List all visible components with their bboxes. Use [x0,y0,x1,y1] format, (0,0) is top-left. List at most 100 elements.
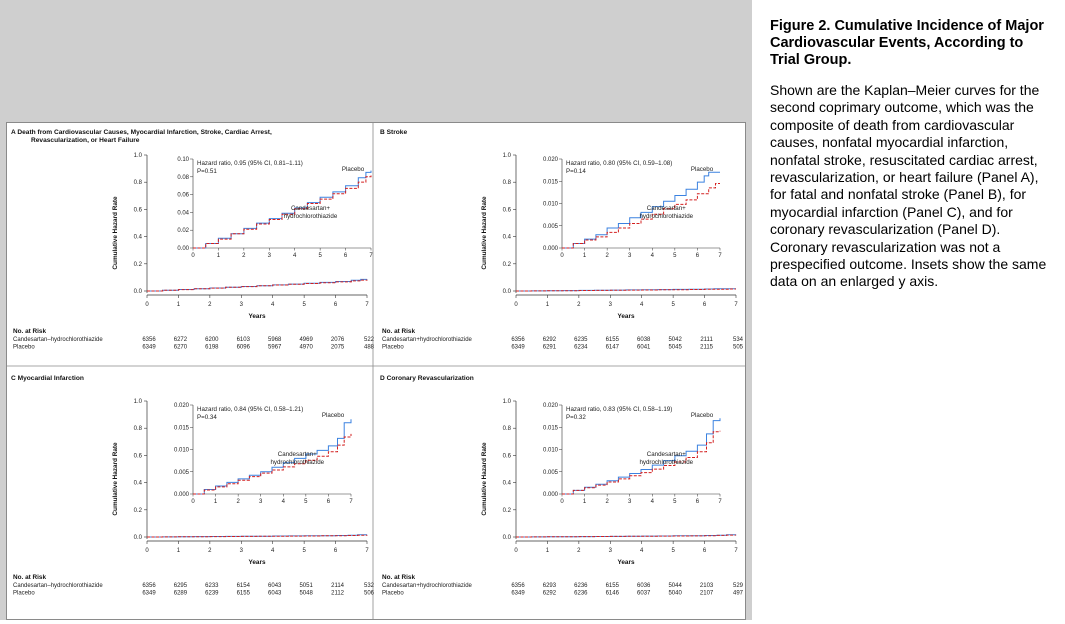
panel-B-xtick-label: 7 [734,302,738,308]
panel-D-risk-value: 6146 [606,591,620,597]
panel-B-ytick-label: 0.8 [503,180,512,186]
panel-A-inset-curve-placebo [193,170,372,249]
panel-D-inset-xtick-label: 5 [673,499,677,505]
panel-A-x-axis-label: Years [248,313,266,320]
panel-D-risk-value: 2107 [700,591,714,597]
panel-D-xtick-label: 7 [734,548,738,554]
panel-A-inset-ytick-label: 0.02 [177,228,189,234]
panel-B-risk-value: 534 [733,337,744,343]
panel-C-inset-ytick-label: 0.015 [174,425,190,431]
panel-C-inset-xtick-label: 4 [282,499,286,505]
panel-C-risk-row-label: Placebo [13,591,35,597]
panel-A-p-value: P=0.51 [197,168,217,175]
panel-D-x-axis-label: Years [617,559,635,566]
panel-D-inset-ytick-label: 0.015 [543,425,559,431]
panel-C-xtick-label: 3 [240,548,244,554]
panel-C-title-line1: Myocardial Infarction [18,375,84,382]
panel-B-main-curve-candesartan [516,288,736,292]
panel-B-inset-ytick-label: 0.000 [543,246,559,252]
panel-D-risk-value: 5044 [668,583,682,589]
panel-B-ytick-label: 0.4 [503,235,512,241]
panel-A-inset-curve-candesartan [193,175,372,249]
panel-D-inset-xtick-label: 1 [583,499,587,505]
panel-B-placebo-label: Placebo [691,166,714,173]
panel-C-xtick-label: 5 [302,548,306,554]
panel-C-xtick-label: 2 [208,548,212,554]
panel-C-risk-value: 6155 [237,591,251,597]
figure-background: A Death from Cardiovascular Causes, Myoc… [0,0,752,620]
panel-D-risk-header: No. at Risk [382,574,415,581]
panel-D-ytick-label: 0.2 [503,508,512,514]
panel-C-inset-xtick-label: 6 [327,499,331,505]
panel-C: C Myocardial Infarction 0.0 0.2 0.4 0.6 0.8 1.… [11,375,375,597]
panel-D-risk-row-label: Placebo [382,591,404,597]
panel-D-risk-value: 497 [733,591,744,597]
panel-C-risk-value: 6349 [142,591,156,597]
panel-B-inset-xtick-label: 4 [651,253,655,259]
panel-B-risk-value: 6356 [511,337,525,343]
panel-B-inset-xtick-label: 5 [673,253,677,259]
panel-A-risk-value: 6103 [237,337,251,343]
panel-C-ytick-label: 1.0 [134,399,143,405]
panel-A-y-axis-label: Cumulative Hazard Rate [112,196,119,270]
panel-C-risk-value: 6043 [268,583,282,589]
panel-C-xtick-label: 0 [145,548,149,554]
panel-C-risk-value: 6233 [205,583,219,589]
panel-C-candesartan-label-1: Candesartan+ [278,451,317,458]
panel-C-title: C Myocardial Infarction [11,375,84,382]
panel-B-risk-value: 2115 [700,345,714,351]
panel-A-risk-value: 5968 [268,337,282,343]
panel-B-inset-xtick-label: 1 [583,253,587,259]
panel-D-inset-curve-candesartan [562,430,721,495]
panel-A-candesartan-label-1: Candesartan+ [291,205,330,212]
panel-A-inset-ytick-label: 0.10 [177,157,189,163]
panel-A-inset-xtick-label: 5 [318,253,322,259]
panel-A-xtick-label: 6 [334,302,338,308]
panel-C-inset-xtick-label: 7 [349,499,353,505]
panel-D-xtick-label: 3 [609,548,613,554]
panel-A-ytick-label: 0.0 [134,289,143,295]
panel-D-inset-ytick-label: 0.020 [543,403,559,409]
panel-A-inset-xtick-label: 1 [217,253,221,259]
panel-A-placebo-label: Placebo [342,166,365,173]
panel-D-ytick-label: 0.0 [503,535,512,541]
panel-C-risk-header: No. at Risk [13,574,46,581]
panel-B-inset-curve-candesartan [562,183,720,249]
panel-D-inset-xtick-label: 7 [718,499,722,505]
panel-A-risk-value: 522 [364,337,375,343]
panel-C-ytick-label: 0.2 [134,508,143,514]
panel-C-risk-value: 6295 [174,583,188,589]
panel-C-inset-xtick-label: 0 [191,499,195,505]
panel-B-inset-xtick-label: 7 [718,253,722,259]
panel-D-xtick-label: 5 [671,548,675,554]
panel-C-candesartan-label-2: hydrochlorothiazide [270,459,324,466]
panel-C-inset-xtick-label: 2 [236,499,240,505]
panel-A-xtick-label: 2 [208,302,212,308]
panel-A-title: A Death from Cardiovascular Causes, Myoc… [11,129,272,136]
panel-A-risk-value: 6200 [205,337,219,343]
panel-B-xtick-label: 3 [609,302,613,308]
panel-D-inset-xtick-label: 4 [651,499,655,505]
panel-B-candesartan-label-2: hydrochlorothiazide [639,213,693,220]
panel-C-risk-row-label: Candesartan–hydrochlorothiazide [13,583,103,589]
panel-A-risk-value: 4969 [299,337,313,343]
panel-B: B Stroke 0.0 0.2 0.4 0.6 0.8 1.0 0 1 2 3 4 5 6 7 Years C… [380,129,744,351]
panel-B-xtick-label: 2 [577,302,581,308]
panel-D-risk-value: 2103 [700,583,714,589]
panel-D-candesartan-label-1: Candesartan+ [647,451,686,458]
panel-C-risk-value: 6043 [268,591,282,597]
panel-A-title-line1: Death from Cardiovascular Causes, Myocar… [17,129,272,136]
panel-B-risk-value: 2111 [700,337,713,343]
panel-B-inset-xtick-label: 6 [696,253,700,259]
panel-D-inset-xtick-label: 6 [696,499,700,505]
panel-A-risk-row-label: Placebo [13,345,35,351]
panel-D-main-curve-candesartan [516,534,736,538]
panel-B-xtick-label: 0 [514,302,518,308]
panel-D-ytick-label: 0.8 [503,426,512,432]
panel-C-xtick-label: 1 [177,548,181,554]
panel-B-risk-value: 6292 [543,337,557,343]
panel-C-risk-value: 6154 [237,583,251,589]
panel-C-inset-xtick-label: 5 [304,499,308,505]
panel-C-inset-ytick-label: 0.005 [174,470,190,476]
panel-C-xtick-label: 6 [334,548,338,554]
